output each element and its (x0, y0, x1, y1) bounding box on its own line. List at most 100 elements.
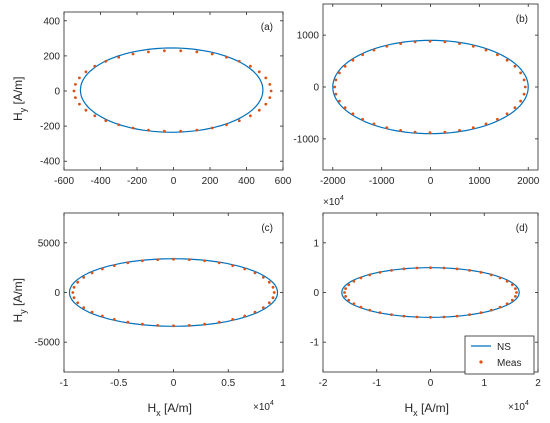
panel-label-d: (d) (516, 223, 528, 234)
legend-box (464, 335, 535, 375)
legend-meas-swatch (479, 360, 483, 364)
meas-point-a (225, 55, 228, 59)
meas-point-c (156, 324, 160, 327)
x-tick-label-a: -400 (90, 176, 110, 187)
meas-point-c (203, 322, 207, 326)
meas-point-b (334, 92, 338, 96)
meas-point-b (343, 106, 347, 110)
meas-point-c (72, 296, 76, 300)
meas-point-c (90, 271, 94, 275)
meas-point-d (352, 279, 356, 283)
meas-point-b (428, 131, 432, 135)
y-tick-label-c: -5000 (34, 338, 60, 349)
meas-point-c (126, 261, 130, 265)
meas-point-a (163, 49, 166, 53)
meas-point-c (82, 306, 86, 309)
x-tick-label-d: 2 (535, 378, 541, 389)
panel-label-c: (c) (261, 223, 273, 234)
meas-point-a (104, 119, 108, 123)
meas-point-a (268, 96, 272, 99)
meas-point-d (514, 287, 517, 290)
meas-point-a (72, 89, 76, 93)
x-axis-label-main-c: H (148, 401, 157, 415)
meas-point-c (112, 318, 116, 321)
meas-point-a (257, 108, 261, 112)
meas-point-b (484, 122, 488, 126)
x-tick-label-d: -2 (319, 378, 328, 389)
meas-point-d (498, 305, 502, 309)
panel-label-a: (a) (261, 22, 273, 33)
meas-point-c (76, 280, 80, 284)
y-axis-label-sub-c: y (18, 309, 28, 314)
y-tick-label-b: -1000 (293, 134, 319, 145)
meas-point-a (179, 129, 183, 133)
x-tick-label-c: 1 (280, 378, 286, 389)
meas-point-b (351, 58, 355, 62)
meas-point-c (172, 257, 175, 261)
meas-point-a (93, 64, 97, 68)
meas-point-d (468, 269, 471, 272)
meas-point-a (195, 128, 199, 132)
meas-point-d (390, 269, 393, 272)
x-tick-label-d: 0 (428, 378, 434, 389)
y-axis-label-main-a: H (11, 112, 25, 121)
meas-point-a (249, 114, 252, 118)
meas-point-a (268, 83, 272, 86)
meas-point-d (378, 271, 382, 274)
y-tick-label-a: 0 (54, 87, 60, 98)
meas-point-b (513, 64, 517, 68)
meas-point-c (261, 306, 265, 309)
y-tick-label-d: 1 (313, 238, 319, 249)
meas-point-d (505, 279, 509, 283)
meas-point-d (368, 308, 372, 312)
x-axis-label-unit-d: [A/m] (418, 401, 449, 415)
x-exponent-prefix-d: ×10 (508, 402, 525, 413)
meas-point-c (100, 314, 104, 318)
meas-point-a (78, 76, 81, 80)
meas-point-b (519, 99, 522, 103)
meas-point-a (257, 70, 261, 74)
meas-point-d (368, 273, 372, 277)
meas-point-c (187, 324, 191, 327)
meas-point-a (264, 102, 268, 106)
y-tick-label-a: -400 (40, 157, 60, 168)
x-exponent-d: ×104 (508, 400, 529, 413)
meas-point-c (243, 314, 247, 318)
meas-point-a (249, 64, 252, 68)
meas-point-b (496, 117, 499, 121)
meas-point-d (442, 315, 446, 319)
meas-point-c (231, 264, 235, 267)
meas-point-d (344, 295, 347, 298)
meas-point-d (514, 295, 517, 298)
meas-point-c (141, 259, 144, 263)
meas-point-a (264, 76, 268, 80)
meas-point-b (523, 85, 527, 89)
legend-meas-label: Meas (497, 358, 521, 369)
meas-point-a (237, 119, 241, 123)
meas-point-d (347, 298, 351, 302)
meas-point-d (343, 291, 346, 294)
meas-point-d (489, 273, 493, 277)
meas-point-c (272, 291, 276, 294)
meas-point-d (402, 267, 406, 271)
meas-point-d (498, 276, 502, 280)
meas-point-c (253, 310, 257, 314)
meas-point-a (104, 59, 108, 63)
meas-point-c (203, 259, 207, 263)
meas-point-a (210, 126, 214, 130)
meas-point-b (428, 39, 432, 43)
x-tick-label-a: 0 (171, 176, 177, 187)
meas-point-b (372, 122, 376, 126)
y-tick-label-c: 5000 (38, 238, 61, 249)
meas-point-c (243, 267, 247, 271)
meas-point-a (84, 70, 88, 74)
meas-point-c (217, 320, 221, 324)
meas-point-b (338, 71, 341, 75)
meas-point-a (93, 114, 97, 118)
meas-point-b (334, 78, 338, 82)
x-tick-label-b: 1000 (468, 176, 491, 187)
y-tick-label-d: 0 (313, 288, 319, 299)
meas-point-d (455, 267, 459, 271)
y-axis-label-main-c: H (11, 314, 25, 323)
